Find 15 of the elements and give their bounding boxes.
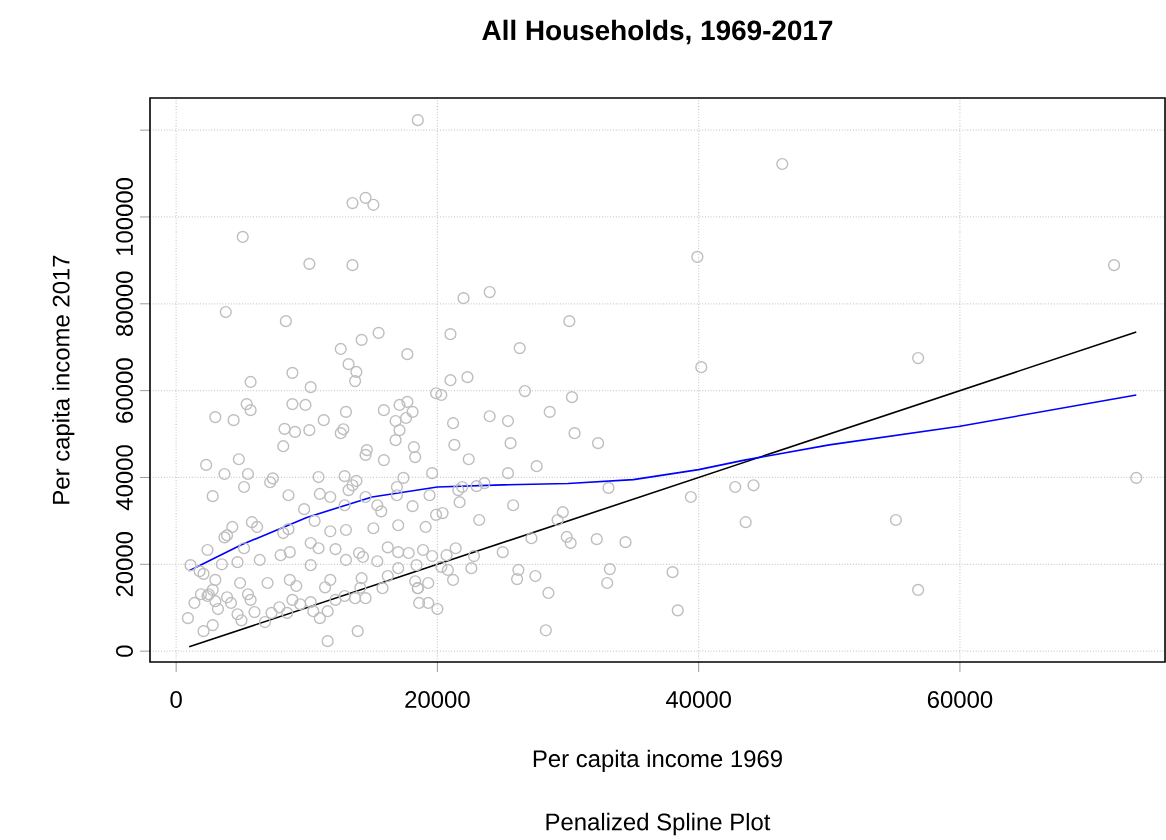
line-series <box>188 394 1138 572</box>
y-tick-label: 0 <box>116 645 133 657</box>
y-axis-title: Per capita income 2017 <box>52 255 75 504</box>
x-tick-label: 20000 <box>405 691 470 708</box>
x-tick-label: 60000 <box>927 691 993 708</box>
text: Penalized Spline Plot <box>546 812 771 836</box>
y-tick-label: 40000 <box>116 445 133 511</box>
x-tick-label: 0 <box>170 691 182 708</box>
x-tick-label: 40000 <box>665 691 731 708</box>
y-tick-label: 20000 <box>116 532 133 597</box>
chart-title: All Households, 1969-2017 <box>482 19 833 45</box>
y-tick-label: 100000 <box>116 178 133 256</box>
y-tick-label: 60000 <box>116 358 133 423</box>
x-axis-title: Per capita income 1969 <box>533 749 782 772</box>
y-tick-label: 80000 <box>116 271 133 337</box>
